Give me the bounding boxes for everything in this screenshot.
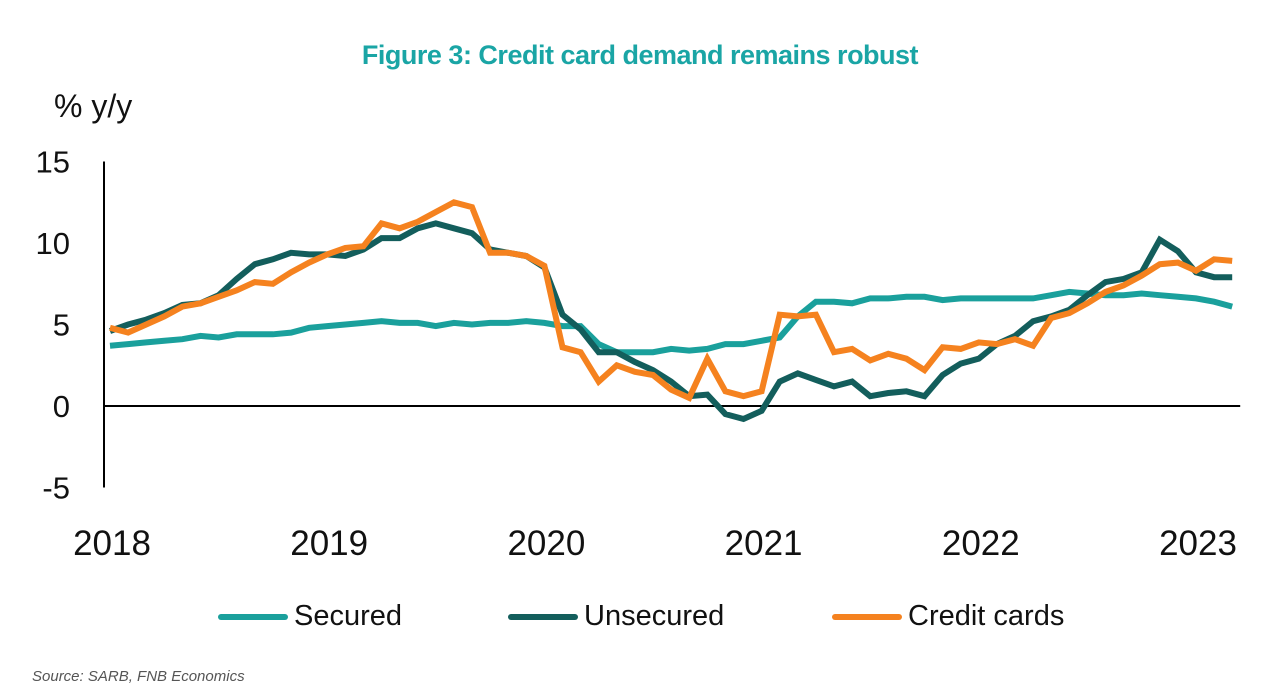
legend-label-secured: Secured xyxy=(294,600,403,632)
x-tick-label: 2018 xyxy=(73,524,151,563)
legend-swatch-credit-cards xyxy=(832,613,902,620)
legend-swatch-secured xyxy=(218,613,288,620)
y-tick-labels: 15 10 5 0 -5 xyxy=(36,145,70,506)
line-chart: 15 10 5 0 -5 2018 2019 2020 2021 2022 2023 xyxy=(36,145,1241,563)
series-line-secured xyxy=(109,288,1233,356)
y-tick-label: 0 xyxy=(53,389,70,424)
legend-label-credit-cards: Credit cards xyxy=(908,600,1065,632)
legend-swatch-unsecured xyxy=(508,613,578,620)
legend: Secured Unsecured Credit cards xyxy=(0,600,1280,640)
y-tick-label: -5 xyxy=(42,471,70,506)
legend-item-unsecured: Unsecured xyxy=(508,600,724,633)
legend-label-unsecured: Unsecured xyxy=(584,600,725,632)
series-line-unsecured xyxy=(108,220,1233,423)
series-lines xyxy=(108,199,1233,423)
x-tick-label: 2023 xyxy=(1159,524,1237,563)
series-line-credit-cards xyxy=(109,199,1233,402)
source-note: Source: SARB, FNB Economics xyxy=(32,668,245,685)
y-tick-label: 10 xyxy=(36,226,70,261)
legend-item-secured: Secured xyxy=(218,600,402,633)
y-axis-label: % y/y xyxy=(54,88,133,124)
x-tick-label: 2022 xyxy=(942,524,1020,563)
chart-title: Figure 3: Credit card demand remains rob… xyxy=(361,40,919,70)
x-tick-labels: 2018 2019 2020 2021 2022 2023 xyxy=(73,524,1237,563)
axes xyxy=(103,161,1241,488)
y-tick-label: 15 xyxy=(36,145,70,180)
legend-item-credit-cards: Credit cards xyxy=(832,600,1064,633)
x-tick-label: 2021 xyxy=(725,524,803,563)
y-tick-label: 5 xyxy=(53,308,70,343)
x-tick-label: 2019 xyxy=(290,524,368,563)
x-tick-label: 2020 xyxy=(507,524,585,563)
